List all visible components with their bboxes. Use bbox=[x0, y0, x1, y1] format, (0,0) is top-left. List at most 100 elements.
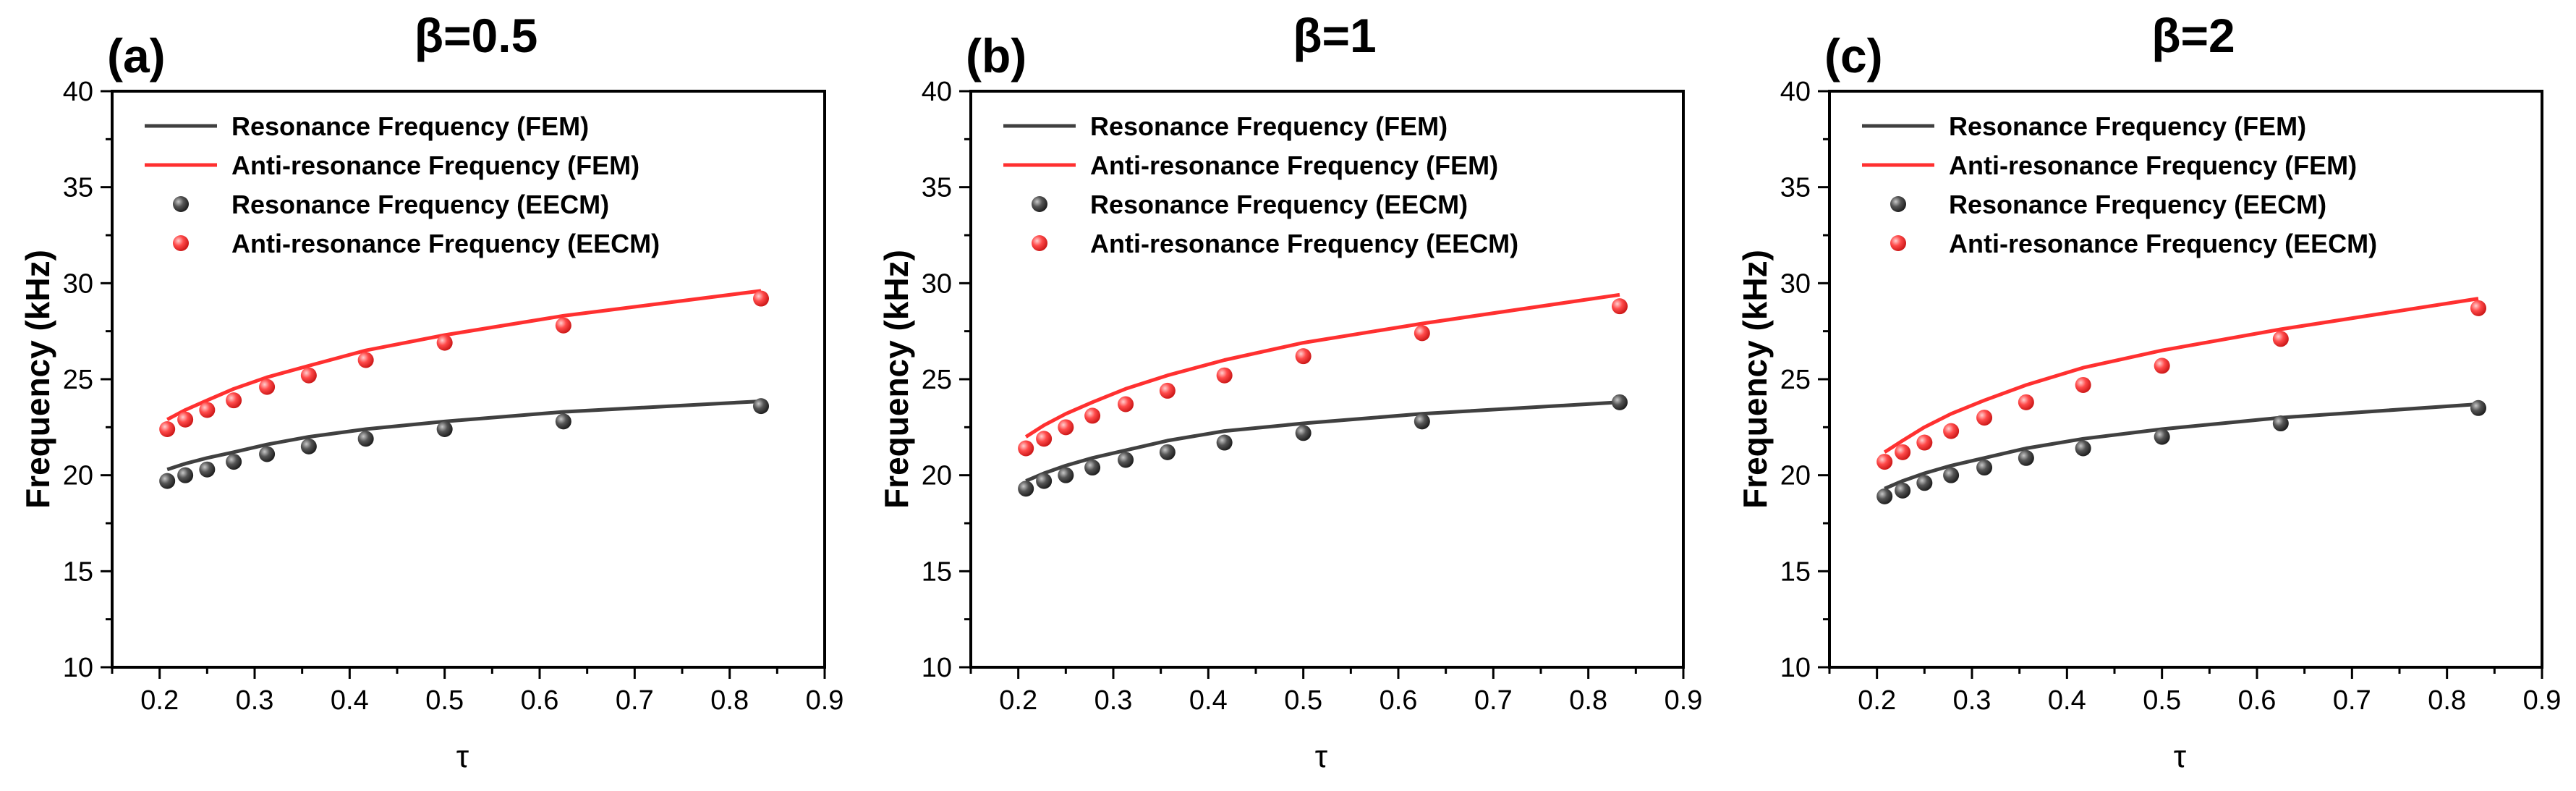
y-tick-label: 10 bbox=[922, 653, 952, 683]
panel-label: (a) bbox=[107, 29, 166, 83]
data-point-anti-resonance-eecm bbox=[159, 420, 176, 437]
data-point-anti-resonance-eecm bbox=[2154, 358, 2170, 374]
data-point-anti-resonance-eecm bbox=[226, 392, 242, 409]
data-point-anti-resonance-eecm bbox=[177, 411, 194, 428]
legend-swatch-marker bbox=[173, 196, 189, 212]
data-point-resonance-eecm bbox=[1876, 488, 1893, 504]
data-point-anti-resonance-eecm bbox=[2075, 376, 2091, 393]
x-tick-label: 0.8 bbox=[2428, 685, 2466, 716]
y-tick-label: 35 bbox=[922, 173, 952, 203]
x-axis-label: τ bbox=[456, 739, 469, 774]
x-tick-label: 0.8 bbox=[710, 685, 749, 716]
data-point-anti-resonance-eecm bbox=[2018, 394, 2034, 410]
panel-label: (c) bbox=[1824, 29, 1883, 83]
data-point-anti-resonance-eecm bbox=[1159, 382, 1176, 399]
y-tick-label: 25 bbox=[63, 365, 93, 395]
y-tick-label: 25 bbox=[1780, 365, 1811, 395]
y-tick-label: 25 bbox=[922, 365, 952, 395]
data-point-resonance-eecm bbox=[1084, 460, 1101, 476]
data-point-resonance-eecm bbox=[259, 446, 276, 462]
data-point-resonance-eecm bbox=[2154, 428, 2170, 445]
chart-panel-1: (a) β=0.5 0.2 0.3 0.4 0.5 0.6 0.7 0.8 0.9 10 15 20 25… bbox=[19, 9, 843, 774]
legend-swatch-marker bbox=[173, 235, 189, 251]
data-point-resonance-eecm bbox=[436, 420, 453, 437]
y-tick-label: 30 bbox=[922, 268, 952, 299]
y-tick-label: 10 bbox=[63, 653, 93, 683]
data-point-anti-resonance-eecm bbox=[1118, 396, 1134, 413]
data-point-resonance-eecm bbox=[199, 461, 216, 478]
x-tick-label: 0.2 bbox=[1858, 685, 1896, 716]
data-point-anti-resonance-eecm bbox=[1414, 325, 1430, 342]
legend-swatch-marker bbox=[1890, 196, 1906, 212]
data-point-anti-resonance-eecm bbox=[1295, 348, 1312, 365]
x-tick-label: 0.6 bbox=[521, 685, 559, 716]
x-tick-label: 0.3 bbox=[1094, 685, 1133, 716]
x-tick-label: 0.9 bbox=[1665, 685, 1703, 716]
x-tick-label: 0.6 bbox=[2238, 685, 2277, 716]
chart-title: β=0.5 bbox=[415, 9, 538, 62]
x-axis-label: τ bbox=[1315, 739, 1328, 774]
data-point-resonance-eecm bbox=[1058, 467, 1074, 483]
y-tick-label: 40 bbox=[922, 77, 952, 107]
x-tick-label: 0.4 bbox=[2048, 685, 2086, 716]
legend-swatch-marker bbox=[1032, 235, 1047, 251]
x-tick-label: 0.7 bbox=[616, 685, 654, 716]
legend-entry: Resonance Frequency (FEM) bbox=[1090, 111, 1448, 141]
legend-swatch-marker bbox=[1890, 235, 1906, 251]
data-point-anti-resonance-eecm bbox=[1036, 431, 1053, 447]
data-point-anti-resonance-eecm bbox=[1058, 419, 1074, 436]
legend-entry: Anti-resonance Frequency (FEM) bbox=[1090, 151, 1498, 180]
chart-panel-3: (c) β=2 0.2 0.3 0.4 0.5 0.6 0.7 0.8 0.9 10 15 20 25 30… bbox=[1736, 9, 2561, 774]
legend-entry: Resonance Frequency (EECM) bbox=[1949, 190, 2326, 219]
x-tick-label: 0.9 bbox=[2523, 685, 2562, 716]
data-point-resonance-eecm bbox=[1036, 473, 1053, 489]
data-point-resonance-eecm bbox=[1118, 452, 1134, 468]
y-tick-label: 15 bbox=[63, 557, 93, 587]
data-point-resonance-eecm bbox=[1216, 434, 1233, 451]
y-tick-label: 40 bbox=[1780, 77, 1811, 107]
data-point-anti-resonance-eecm bbox=[199, 402, 216, 418]
y-tick-label: 30 bbox=[63, 268, 93, 299]
data-point-anti-resonance-eecm bbox=[1876, 454, 1893, 470]
panel-label: (b) bbox=[966, 29, 1026, 83]
y-tick-label: 20 bbox=[63, 461, 93, 491]
chart-title: β=1 bbox=[1293, 9, 1377, 62]
data-point-resonance-eecm bbox=[300, 438, 317, 454]
legend-entry: Resonance Frequency (FEM) bbox=[1949, 111, 2306, 141]
y-axis-label: Frequency (kHz) bbox=[19, 250, 56, 509]
y-tick-label: 40 bbox=[63, 77, 93, 107]
data-point-resonance-eecm bbox=[1916, 475, 1933, 491]
data-point-anti-resonance-eecm bbox=[2470, 300, 2487, 316]
legend: Resonance Frequency (FEM) Anti-resonance … bbox=[1862, 111, 2377, 258]
data-point-resonance-eecm bbox=[1612, 394, 1628, 410]
chart-panel-2: (b) β=1 0.2 0.3 0.4 0.5 0.6 0.7 0.8 0.9 10 15 20 25 30… bbox=[877, 9, 1702, 774]
legend-entry: Anti-resonance Frequency (EECM) bbox=[1949, 229, 2377, 258]
data-point-anti-resonance-eecm bbox=[436, 334, 453, 351]
data-point-resonance-eecm bbox=[555, 413, 571, 430]
data-point-anti-resonance-eecm bbox=[753, 290, 770, 307]
legend-entry: Anti-resonance Frequency (EECM) bbox=[231, 229, 660, 258]
y-tick-label: 10 bbox=[1780, 653, 1811, 683]
legend-entry: Resonance Frequency (EECM) bbox=[231, 190, 609, 219]
data-point-resonance-eecm bbox=[2018, 449, 2034, 466]
x-tick-label: 0.4 bbox=[1189, 685, 1228, 716]
x-tick-label: 0.2 bbox=[999, 685, 1037, 716]
legend-entry: Anti-resonance Frequency (EECM) bbox=[1090, 229, 1518, 258]
series-line-resonance-fem bbox=[1884, 402, 2479, 491]
data-point-anti-resonance-eecm bbox=[1976, 410, 1993, 426]
y-tick-label: 15 bbox=[1780, 557, 1811, 587]
series-line-resonance-fem bbox=[166, 399, 762, 472]
data-point-anti-resonance-eecm bbox=[1895, 444, 1911, 460]
data-point-resonance-eecm bbox=[2470, 399, 2487, 416]
data-point-resonance-eecm bbox=[2075, 440, 2091, 457]
x-tick-label: 0.7 bbox=[2333, 685, 2371, 716]
y-tick-label: 35 bbox=[63, 173, 93, 203]
legend: Resonance Frequency (FEM) Anti-resonance … bbox=[145, 111, 660, 258]
data-point-resonance-eecm bbox=[1295, 425, 1312, 441]
data-point-anti-resonance-eecm bbox=[1916, 434, 1933, 451]
data-point-resonance-eecm bbox=[1018, 481, 1034, 497]
x-axis-label: τ bbox=[2174, 739, 2187, 774]
y-tick-label: 30 bbox=[1780, 268, 1811, 299]
x-tick-label: 0.3 bbox=[236, 685, 274, 716]
